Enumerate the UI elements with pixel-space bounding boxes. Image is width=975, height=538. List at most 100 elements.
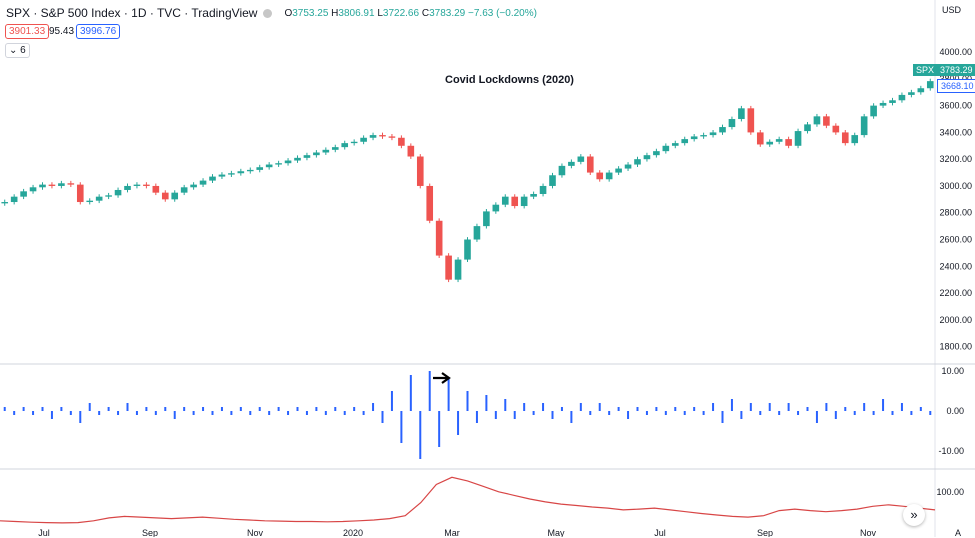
candle: [133, 184, 141, 186]
candle: [492, 204, 500, 212]
candle: [86, 200, 94, 203]
candle: [539, 185, 547, 194]
line-axis-label: 100.00: [936, 487, 964, 497]
candle: [870, 105, 877, 117]
candle: [681, 139, 689, 144]
candle: [605, 172, 613, 180]
indicator-line: [0, 476, 936, 524]
candle: [388, 136, 396, 138]
candle: [813, 116, 821, 125]
candle: [246, 169, 254, 172]
price-axis-label: 3200.00: [939, 154, 972, 164]
time-axis-label: Nov: [860, 528, 877, 537]
scroll-to-realtime-icon[interactable]: »: [903, 504, 925, 526]
price-axis-label: 2800.00: [939, 208, 972, 218]
candle: [445, 255, 452, 280]
candle: [908, 92, 915, 95]
arrow-right-icon: [433, 372, 451, 384]
candle: [114, 189, 122, 196]
candle: [719, 127, 726, 133]
candle: [313, 152, 320, 156]
candle: [596, 172, 604, 180]
currency-label[interactable]: USD: [942, 5, 962, 15]
candle: [879, 102, 887, 106]
candle: [275, 163, 282, 165]
time-axis-label: Sep: [142, 528, 158, 537]
candle: [369, 135, 377, 138]
candle: [747, 108, 755, 133]
candle: [832, 125, 840, 133]
candle: [530, 193, 537, 197]
candle: [124, 185, 131, 190]
change-value: −7.63 (−0.20%): [468, 7, 537, 19]
high-value: 3806.91: [338, 7, 375, 19]
candle: [1, 202, 9, 204]
time-axis-label: Sep: [757, 528, 773, 537]
candle: [690, 136, 698, 140]
candle: [360, 137, 367, 142]
time-axis-label: Mar: [444, 528, 460, 537]
close-value: 3783.29: [429, 7, 466, 19]
candle: [237, 171, 245, 174]
price-axis-label: 3400.00: [939, 127, 972, 137]
candle: [577, 156, 585, 162]
candle: [331, 147, 339, 150]
candle: [520, 196, 528, 207]
candle: [709, 132, 717, 136]
candle: [860, 116, 868, 136]
price-axis-label: 4000.00: [939, 47, 972, 57]
low-value: 3722.66: [382, 7, 420, 19]
candle: [161, 192, 169, 200]
candle: [190, 184, 197, 188]
buy-price-button[interactable]: 3996.76: [76, 24, 121, 39]
candle: [898, 94, 906, 101]
candle: [671, 143, 679, 146]
price-axis-label: 2000.00: [939, 315, 972, 325]
symbol-title[interactable]: SPX · S&P 500 Index · 1D · TVC · Trading…: [6, 6, 258, 20]
ohlc-legend: O3753.25 H3806.91 L3722.66 C3783.29 −7.6…: [284, 7, 537, 19]
price-axis-label: 3800.00: [939, 74, 972, 84]
candle: [662, 145, 670, 152]
candle: [785, 139, 792, 146]
candle: [700, 135, 707, 137]
candle: [228, 173, 235, 175]
candle: [143, 184, 150, 186]
auto-scale-toggle[interactable]: A: [955, 528, 962, 538]
candle: [643, 155, 651, 160]
candle: [350, 141, 358, 144]
candle: [407, 145, 415, 157]
candle: [454, 259, 462, 280]
candle: [634, 159, 641, 165]
candle: [756, 132, 764, 145]
candle: [171, 192, 179, 200]
price-axis-label: 2400.00: [939, 261, 972, 271]
candle: [303, 155, 311, 158]
oscillator-axis-label: 0.00: [946, 406, 964, 416]
market-status-icon: [263, 8, 273, 18]
candle: [67, 183, 75, 185]
candle: [284, 160, 292, 164]
oscillator-axis-label: -10.00: [938, 446, 964, 456]
candle: [501, 196, 509, 205]
sell-price-button[interactable]: 3901.33: [5, 24, 50, 39]
candle: [794, 131, 802, 146]
candle: [180, 187, 188, 193]
candle: [728, 119, 736, 128]
candle: [483, 211, 490, 227]
open-value: 3753.25: [292, 7, 329, 19]
indicators-toggle-button[interactable]: ⌄ 6: [5, 43, 30, 58]
candle: [586, 156, 594, 173]
candle: [549, 175, 556, 186]
candle: [464, 239, 471, 260]
candle: [209, 176, 216, 181]
candle: [152, 185, 160, 193]
candle: [917, 88, 925, 93]
candle: [20, 191, 27, 197]
candle: [841, 132, 849, 144]
candle: [615, 168, 622, 173]
price-axis-label: 2600.00: [939, 235, 972, 245]
candle: [624, 164, 632, 169]
candle: [766, 141, 774, 145]
